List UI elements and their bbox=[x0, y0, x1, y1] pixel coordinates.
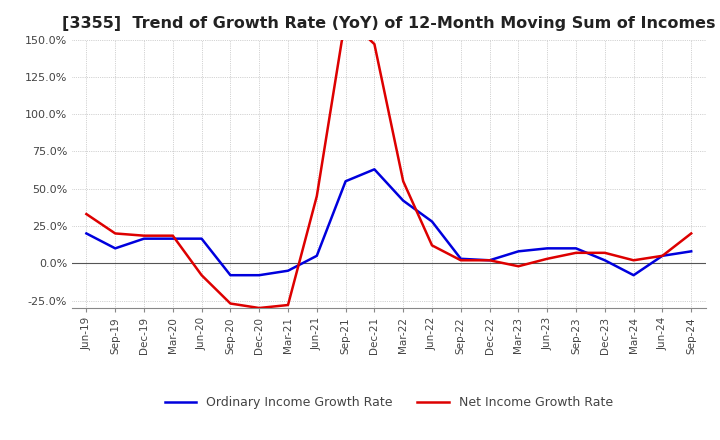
Ordinary Income Growth Rate bbox=[255, 272, 264, 278]
Net Income Growth Rate bbox=[284, 302, 292, 308]
Ordinary Income Growth Rate bbox=[514, 249, 523, 254]
Ordinary Income Growth Rate bbox=[658, 253, 667, 258]
Net Income Growth Rate bbox=[111, 231, 120, 236]
Net Income Growth Rate bbox=[341, 15, 350, 20]
Net Income Growth Rate bbox=[629, 258, 638, 263]
Ordinary Income Growth Rate bbox=[341, 179, 350, 184]
Net Income Growth Rate bbox=[658, 253, 667, 258]
Ordinary Income Growth Rate bbox=[485, 258, 494, 263]
Legend: Ordinary Income Growth Rate, Net Income Growth Rate: Ordinary Income Growth Rate, Net Income … bbox=[160, 392, 618, 414]
Net Income Growth Rate bbox=[543, 256, 552, 261]
Ordinary Income Growth Rate bbox=[629, 272, 638, 278]
Net Income Growth Rate bbox=[168, 233, 177, 238]
Ordinary Income Growth Rate bbox=[600, 258, 609, 263]
Net Income Growth Rate bbox=[485, 258, 494, 263]
Net Income Growth Rate bbox=[572, 250, 580, 256]
Ordinary Income Growth Rate bbox=[456, 256, 465, 261]
Net Income Growth Rate bbox=[140, 233, 148, 238]
Net Income Growth Rate bbox=[82, 211, 91, 216]
Ordinary Income Growth Rate bbox=[168, 236, 177, 241]
Net Income Growth Rate bbox=[197, 272, 206, 278]
Ordinary Income Growth Rate bbox=[543, 246, 552, 251]
Net Income Growth Rate bbox=[514, 264, 523, 269]
Ordinary Income Growth Rate bbox=[284, 268, 292, 273]
Line: Net Income Growth Rate: Net Income Growth Rate bbox=[86, 17, 691, 308]
Net Income Growth Rate bbox=[312, 194, 321, 199]
Ordinary Income Growth Rate bbox=[197, 236, 206, 241]
Ordinary Income Growth Rate bbox=[399, 198, 408, 203]
Net Income Growth Rate bbox=[399, 179, 408, 184]
Net Income Growth Rate bbox=[456, 258, 465, 263]
Ordinary Income Growth Rate bbox=[370, 167, 379, 172]
Ordinary Income Growth Rate bbox=[572, 246, 580, 251]
Net Income Growth Rate bbox=[226, 301, 235, 306]
Ordinary Income Growth Rate bbox=[428, 219, 436, 224]
Ordinary Income Growth Rate bbox=[687, 249, 696, 254]
Ordinary Income Growth Rate bbox=[226, 272, 235, 278]
Net Income Growth Rate bbox=[428, 243, 436, 248]
Ordinary Income Growth Rate bbox=[312, 253, 321, 258]
Ordinary Income Growth Rate bbox=[140, 236, 148, 241]
Net Income Growth Rate bbox=[687, 231, 696, 236]
Ordinary Income Growth Rate bbox=[82, 231, 91, 236]
Line: Ordinary Income Growth Rate: Ordinary Income Growth Rate bbox=[86, 169, 691, 275]
Net Income Growth Rate bbox=[255, 305, 264, 311]
Net Income Growth Rate bbox=[370, 41, 379, 47]
Net Income Growth Rate bbox=[600, 250, 609, 256]
Ordinary Income Growth Rate bbox=[111, 246, 120, 251]
Title: [3355]  Trend of Growth Rate (YoY) of 12-Month Moving Sum of Incomes: [3355] Trend of Growth Rate (YoY) of 12-… bbox=[62, 16, 716, 32]
